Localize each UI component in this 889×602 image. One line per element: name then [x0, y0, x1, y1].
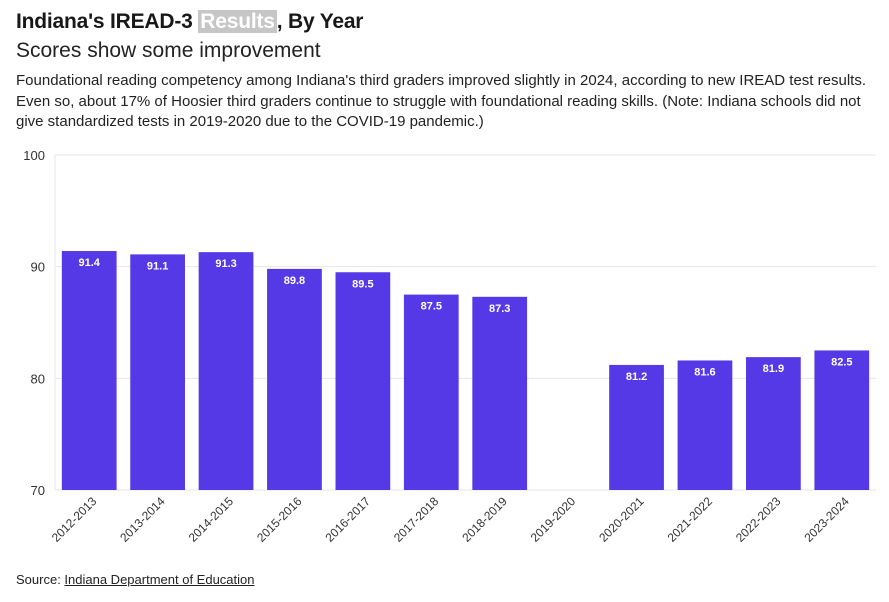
y-tick-label: 70 [31, 483, 45, 498]
chart-description: Foundational reading competency among In… [16, 72, 866, 130]
bar [609, 364, 664, 490]
x-tick-label: 2015-2016 [254, 494, 305, 545]
x-tick-label: 2014-2015 [186, 494, 237, 545]
bar [746, 357, 801, 490]
data-label: 81.2 [626, 371, 647, 383]
y-tick-label: 80 [31, 371, 45, 386]
data-label: 87.3 [489, 303, 510, 315]
bar-chart: 100 90 80 70 91.4 2012-2013 91.1 2013-2014 91.3 2… [23, 148, 876, 545]
data-label: 91.4 [78, 257, 100, 269]
source-label: Source: [16, 572, 65, 587]
data-label: 82.5 [831, 356, 852, 368]
bar [198, 252, 254, 490]
bar [677, 360, 733, 490]
title-highlight: Results [198, 10, 277, 33]
source-line: Source: Indiana Department of Education [16, 572, 255, 587]
bar [403, 294, 459, 490]
bar [814, 350, 870, 490]
bar [267, 268, 322, 490]
source-link[interactable]: Indiana Department of Education [64, 572, 255, 587]
x-tick-label: 2021-2022 [665, 494, 716, 545]
data-label: 89.8 [284, 275, 305, 287]
x-tick-label: 2020-2021 [596, 494, 647, 545]
x-tick-label: 2023-2024 [801, 494, 852, 545]
y-tick-label: 90 [31, 260, 45, 275]
title-prefix: Indiana's IREAD-3 [16, 10, 199, 33]
data-label: 91.1 [147, 260, 168, 272]
x-tick-label: 2012-2013 [49, 494, 100, 545]
x-tick-label: 2017-2018 [391, 494, 442, 545]
x-tick-label: 2013-2014 [117, 494, 168, 545]
bar [130, 254, 185, 490]
y-tick-label: 100 [23, 148, 45, 163]
chart-title: Indiana's IREAD-3 Results, By Year [16, 10, 363, 34]
x-tick-label: 2019-2020 [528, 494, 579, 545]
x-tick-label: 2018-2019 [459, 494, 510, 545]
chart-subtitle: Scores show some improvement [16, 39, 321, 62]
data-label: 81.6 [694, 366, 715, 378]
bar [335, 272, 391, 490]
data-label: 91.3 [215, 258, 236, 270]
data-label: 87.5 [421, 301, 442, 313]
title-suffix: , By Year [276, 10, 364, 33]
data-label: 81.9 [763, 363, 784, 375]
data-label: 89.5 [352, 278, 373, 290]
x-tick-label: 2022-2023 [733, 494, 784, 545]
bar [472, 296, 528, 490]
bar [61, 251, 117, 490]
x-tick-label: 2016-2017 [323, 494, 374, 545]
